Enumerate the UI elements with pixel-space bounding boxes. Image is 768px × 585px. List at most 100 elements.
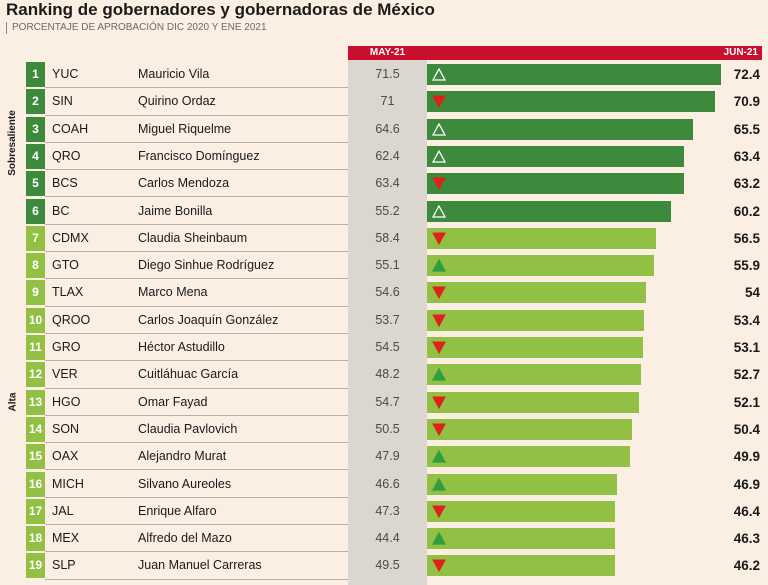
down-arrow-icon <box>432 286 446 300</box>
may-value: 54.7 <box>375 394 400 409</box>
governor-name: Claudia Sheinbaum <box>138 230 248 245</box>
down-arrow-icon <box>432 314 446 327</box>
jun-bar <box>427 200 672 222</box>
jun-bar <box>427 173 684 195</box>
jun-value: 52.1 <box>733 394 760 410</box>
table-row: 14 SON Claudia Pavlovich 50.5 50.4 <box>0 416 768 444</box>
state-abbreviation: VER <box>52 367 78 382</box>
jun-column-header: JUN-21 <box>427 46 762 60</box>
rank-number: 3 <box>26 116 45 142</box>
jun-value: 46.9 <box>733 476 760 492</box>
rank-number: 2 <box>26 89 45 115</box>
rank-number: 6 <box>26 198 45 224</box>
table-row: 1 YUC Mauricio Vila 71.5 72.4 <box>0 61 768 89</box>
up-arrow-icon <box>432 68 446 81</box>
up-arrow-icon <box>432 450 446 463</box>
may-value: 55.2 <box>375 203 400 218</box>
table-row: 4 QRO Francisco Domínguez 62.4 63.4 <box>0 143 768 171</box>
governor-name: Alejandro Murat <box>138 449 227 464</box>
row-separator <box>45 251 348 253</box>
table-row: 6 BC Jaime Bonilla 55.2 60.2 <box>0 198 768 225</box>
state-abbreviation: HGO <box>52 394 81 409</box>
governor-name: Claudia Pavlovich <box>138 421 238 436</box>
table-row: 10 QROO Carlos Joaquín González 53.7 53.4 <box>0 307 768 334</box>
down-arrow-icon <box>432 95 446 109</box>
rank-number: 8 <box>26 253 45 279</box>
governor-name: Francisco Domínguez <box>138 148 260 163</box>
jun-value: 72.4 <box>733 67 760 82</box>
table-row: 8 GTO Diego Sinhue Rodríguez 55.1 55.9 <box>0 252 768 280</box>
jun-value: 65.5 <box>733 121 760 137</box>
rank-number: 12 <box>26 362 45 388</box>
may-value: 71.5 <box>375 67 400 81</box>
up-arrow-icon <box>432 149 446 163</box>
down-arrow-icon <box>432 341 446 354</box>
table-row: 16 MICH Silvano Aureoles 46.6 46.9 <box>0 471 768 498</box>
governor-name: Marco Mena <box>138 285 208 300</box>
row-separator <box>45 360 348 362</box>
may-value: 58.4 <box>375 230 400 245</box>
may-value: 63.4 <box>375 176 400 191</box>
governor-name: Jaime Bonilla <box>138 203 213 218</box>
jun-value: 46.4 <box>733 503 760 519</box>
row-separator <box>45 387 348 389</box>
row-separator <box>45 141 348 143</box>
state-abbreviation: YUC <box>52 67 79 81</box>
rank-number: 18 <box>26 526 45 552</box>
may-value: 47.9 <box>375 449 400 464</box>
may-value: 44.4 <box>375 531 400 546</box>
governor-name: Quirino Ordaz <box>138 94 216 109</box>
down-arrow-icon <box>432 559 446 573</box>
jun-value: 50.4 <box>733 421 760 437</box>
jun-value: 63.4 <box>733 148 760 164</box>
governor-name: Carlos Mendoza <box>138 176 230 191</box>
may-value: 53.7 <box>375 312 400 327</box>
row-separator <box>45 578 348 580</box>
state-abbreviation: QRO <box>52 148 81 163</box>
chart-title: Ranking de gobernadores y gobernadoras d… <box>6 0 435 19</box>
table-row: 13 HGO Omar Fayad 54.7 52.1 <box>0 389 768 416</box>
down-arrow-icon <box>432 423 446 436</box>
jun-value: 49.9 <box>733 449 760 465</box>
state-abbreviation: QROO <box>52 312 91 327</box>
up-arrow-icon <box>432 532 446 545</box>
rank-number: 14 <box>26 416 45 442</box>
state-abbreviation: GRO <box>52 340 81 354</box>
jun-value: 54 <box>744 285 760 301</box>
jun-bar <box>427 91 715 113</box>
row-separator <box>45 414 348 416</box>
row-separator <box>45 551 348 553</box>
down-arrow-icon <box>432 505 446 518</box>
governor-name: Silvano Aureoles <box>138 476 232 491</box>
may-value: 64.6 <box>375 121 400 136</box>
state-abbreviation: SLP <box>52 558 76 573</box>
may-value: 50.5 <box>375 421 400 436</box>
jun-value: 46.3 <box>733 531 760 547</box>
jun-value: 46.2 <box>733 558 760 574</box>
state-abbreviation: JAL <box>52 503 74 518</box>
jun-bar <box>427 500 616 522</box>
rank-number: 15 <box>26 444 45 470</box>
table-row: 17 JAL Enrique Alfaro 47.3 46.4 <box>0 498 768 526</box>
state-abbreviation: BCS <box>52 176 78 191</box>
chart-subtitle: PORCENTAJE DE APROBACIÓN DIC 2020 Y ENE … <box>6 22 267 34</box>
may-column-background <box>348 60 427 585</box>
rank-number: 5 <box>26 171 45 197</box>
jun-value: 70.9 <box>733 94 760 110</box>
may-value: 47.3 <box>375 503 400 518</box>
may-value: 62.4 <box>375 148 400 163</box>
up-arrow-icon <box>432 368 446 381</box>
row-separator <box>45 196 348 198</box>
jun-bar <box>427 282 647 304</box>
table-row: 12 VER Cuitláhuac García 48.2 52.7 <box>0 361 768 389</box>
table-row: 15 OAX Alejandro Murat 47.9 49.9 <box>0 443 768 471</box>
jun-value: 53.4 <box>733 312 760 328</box>
up-arrow-icon <box>432 477 446 491</box>
may-column-header: MAY-21 <box>348 46 427 60</box>
rank-number: 16 <box>26 471 45 497</box>
table-row: 2 SIN Quirino Ordaz 71 70.9 <box>0 88 768 116</box>
jun-bar <box>427 145 685 167</box>
may-value: 46.6 <box>375 476 400 491</box>
table-row: 18 MEX Alfredo del Mazo 44.4 46.3 <box>0 525 768 553</box>
row-separator <box>45 496 348 498</box>
